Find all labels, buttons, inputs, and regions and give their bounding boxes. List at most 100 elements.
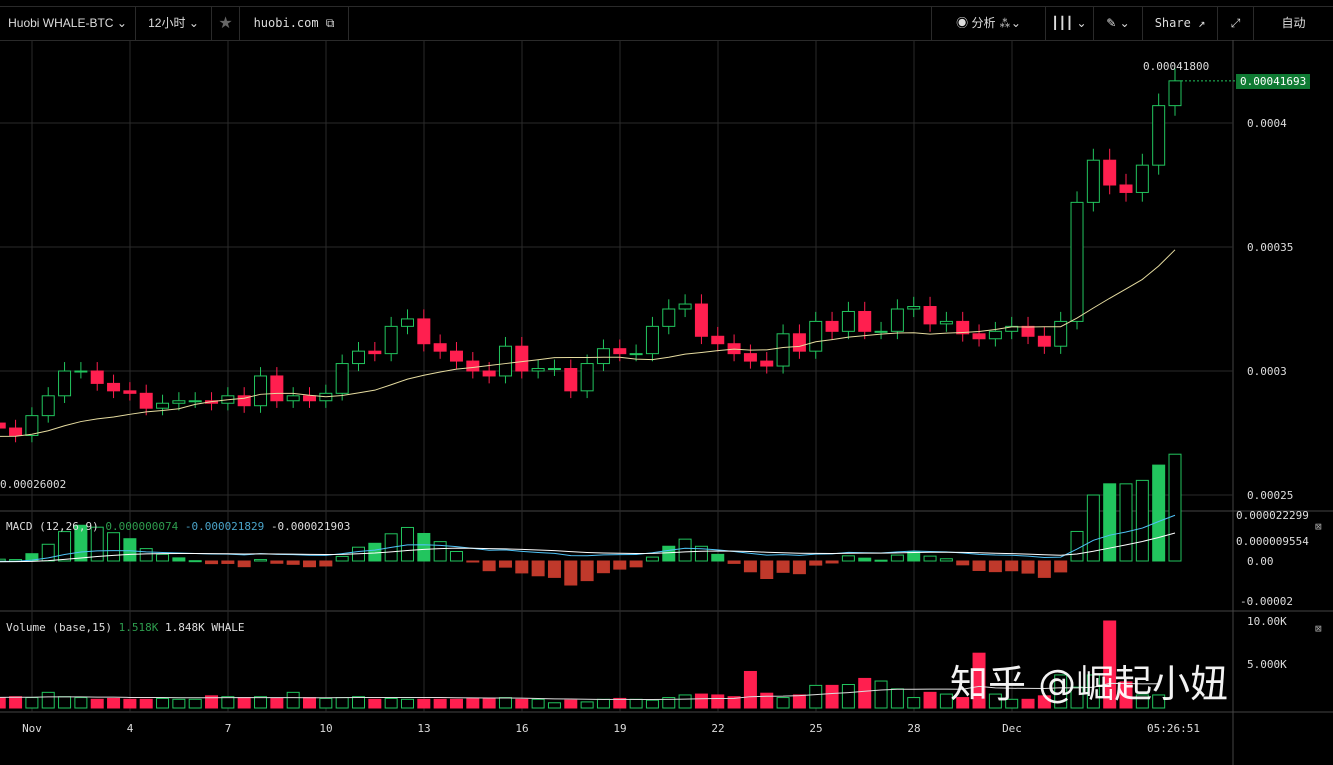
macd-histogram-bar (760, 560, 774, 579)
high-price-label: 0.00041800 (1143, 60, 1210, 73)
candle (874, 330, 888, 333)
candle (743, 353, 757, 362)
candle (123, 390, 137, 394)
macd-axis-label-a: 0.000022299 (1236, 509, 1309, 522)
volume-bar (547, 702, 561, 709)
candle (58, 370, 72, 397)
volume-bar (809, 684, 823, 709)
moving-average-line (0, 249, 1176, 437)
volume-bar (841, 684, 855, 709)
macd-histogram-bar (58, 531, 72, 562)
candle (417, 318, 431, 345)
candle (188, 400, 202, 403)
volume-bar (1152, 694, 1166, 709)
candle (596, 348, 610, 365)
volume-bar (205, 695, 219, 709)
candle (107, 382, 121, 392)
candle (956, 320, 970, 335)
volume-y-tick: 5.000K (1247, 658, 1287, 671)
candle (466, 360, 480, 372)
volume-bar (939, 693, 953, 709)
macd-histogram-bar (890, 554, 904, 562)
macd-y-tick: -0.00002 (1240, 595, 1293, 608)
drawing-button[interactable]: ✎ ⌄ (1094, 7, 1143, 40)
macd-histogram-bar (629, 560, 643, 568)
volume-ma-value: 1.518K (118, 621, 159, 634)
candle-style-icon: ┃┃┃ ⌄ (1051, 16, 1087, 30)
candle (1054, 320, 1068, 347)
volume-bar (286, 691, 300, 709)
candle (694, 303, 708, 337)
macd-histogram-bar (743, 560, 757, 573)
candle (286, 395, 300, 402)
share-button[interactable]: Share ↗ (1143, 7, 1218, 40)
macd-histogram-bar (841, 555, 855, 562)
volume-bar (890, 688, 904, 709)
volume-bar (874, 680, 888, 709)
volume-bar (107, 697, 121, 709)
analysis-button[interactable]: ◉ 分析 ⁂⌄ (931, 7, 1046, 40)
volume-bar (384, 697, 398, 709)
macd-histogram-bar (449, 551, 463, 562)
candle (841, 310, 855, 332)
volume-bar (1054, 674, 1068, 709)
candle (172, 400, 186, 404)
volume-bar (613, 697, 627, 709)
star-icon[interactable]: ★ (212, 7, 240, 40)
macd-histogram-bar (188, 560, 202, 563)
candle (890, 308, 904, 332)
x-tick-label: Nov (22, 722, 42, 735)
macd-histogram-bar (858, 557, 872, 562)
volume-bar (352, 696, 365, 709)
y-tick-label: 0.0004 (1247, 117, 1287, 130)
volume-bar (923, 691, 937, 709)
macd-signal-value: -0.000021903 (270, 520, 351, 533)
candle (25, 415, 39, 436)
x-tick-label: 25 (809, 722, 822, 735)
candle (74, 370, 88, 373)
volume-bar (172, 698, 186, 709)
candle (9, 427, 23, 436)
volume-bar (156, 697, 170, 709)
candle (433, 343, 447, 352)
macd-histogram-bar (139, 548, 153, 562)
y-tick-label: 0.00025 (1247, 489, 1293, 502)
volume-bar (58, 696, 72, 709)
candle-style-button[interactable]: ┃┃┃ ⌄ (1045, 7, 1094, 40)
chevron-down-icon: ⌄ (116, 16, 127, 30)
volume-bar (1119, 681, 1133, 709)
macd-histogram-bar (1070, 530, 1084, 562)
candle (547, 368, 561, 371)
interval-selector[interactable]: 12小时 ⌄ (136, 7, 212, 40)
volume-bar (1021, 698, 1035, 709)
candle (449, 350, 463, 362)
macd-histogram-bar (907, 551, 921, 562)
x-tick-label: 4 (127, 722, 134, 735)
candle (335, 363, 349, 394)
auto-scale-button[interactable]: 自动 (1281, 16, 1306, 30)
fullscreen-icon[interactable]: ⤢ (1218, 7, 1254, 40)
volume-bar (825, 684, 839, 709)
volume-bar (629, 698, 643, 709)
candle (531, 368, 545, 372)
site-link[interactable]: huobi.com ⧉ (240, 7, 349, 40)
low-price-label: 0.00026002 (0, 478, 67, 491)
symbol-selector[interactable]: Huobi WHALE-BTC ⌄ (0, 7, 136, 40)
candle (1103, 159, 1117, 186)
volume-bar (956, 697, 970, 709)
volume-bar (335, 697, 349, 709)
volume-bar (25, 697, 39, 709)
volume-bar (1005, 698, 1019, 709)
macd-histogram-bar (1135, 479, 1149, 562)
candle (1070, 201, 1084, 322)
volume-ma-line (0, 682, 1159, 701)
candle (858, 310, 872, 332)
time-label: 05:26:51 (1147, 722, 1200, 735)
candle (972, 333, 986, 340)
macd-histogram-bar (335, 555, 349, 562)
volume-bar (1086, 674, 1100, 709)
interval-label: 12小时 (148, 16, 186, 30)
candle (352, 350, 365, 365)
volume-bar (988, 693, 1002, 709)
